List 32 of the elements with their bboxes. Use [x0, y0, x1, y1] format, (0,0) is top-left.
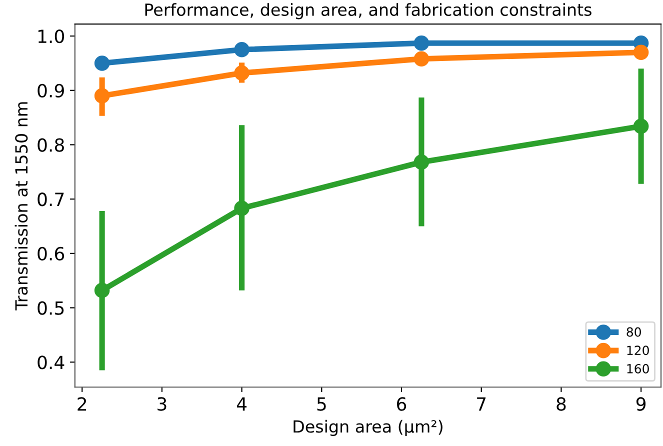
legend-label: 120 — [627, 346, 649, 356]
y-tick-label: 0.4 — [38, 356, 64, 370]
y-tick-label: 0.9 — [38, 84, 64, 98]
y-tick-label: 0.6 — [38, 246, 64, 261]
point — [414, 154, 430, 170]
legend-label: 160 — [627, 364, 649, 374]
point — [414, 51, 430, 67]
point — [234, 42, 250, 58]
y-axis-title: Transmission at 1550 nm — [14, 102, 28, 310]
y-tick-label: 0.7 — [38, 192, 64, 206]
x-tick-label: 2 — [78, 397, 86, 411]
y-tick-label: 0.8 — [38, 138, 64, 152]
chart-title: Performance, design area, and fabrication constraints — [145, 3, 592, 20]
point — [94, 88, 110, 104]
point — [633, 44, 649, 60]
point — [94, 56, 110, 71]
point — [234, 65, 250, 81]
x-tick-label: 9 — [636, 397, 646, 411]
legend-label: 80 — [626, 327, 641, 337]
x-axis-title: Design area (μm²) — [294, 420, 442, 436]
point — [94, 282, 110, 298]
point — [234, 200, 250, 216]
y-tick-label: 1.0 — [38, 30, 64, 44]
y-tick-label: 0.5 — [38, 301, 64, 315]
x-tick-label: 4 — [236, 397, 247, 411]
x-tick-label: 5 — [317, 397, 326, 411]
x-tick-label: 6 — [397, 397, 406, 411]
x-tick-label: 3 — [158, 397, 166, 411]
point — [633, 118, 649, 134]
x-tick-label: 8 — [556, 397, 566, 411]
x-tick-label: 7 — [477, 397, 486, 411]
point — [414, 35, 430, 51]
